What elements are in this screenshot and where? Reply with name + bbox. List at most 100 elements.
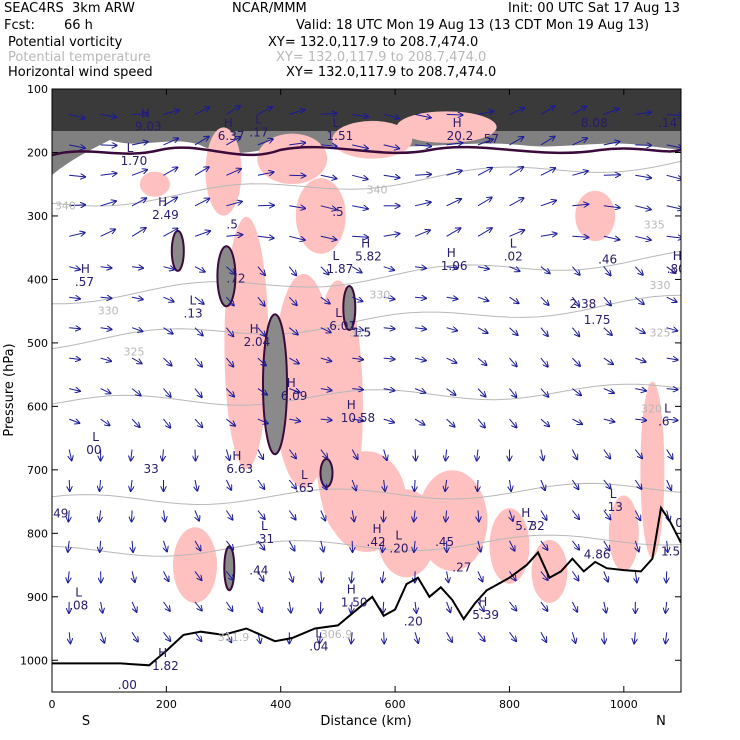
x-tick-label: 1000 (610, 698, 638, 711)
extremum-letter: H (478, 595, 487, 609)
wind-arrow (351, 449, 357, 460)
wind-arrow (289, 571, 293, 581)
wind-arrow (352, 114, 368, 116)
wind-arrow (603, 236, 620, 239)
wind-arrow (257, 236, 274, 238)
extremum-value: 10.58 (341, 411, 375, 425)
wind-arrow (415, 267, 426, 269)
wind-arrow (446, 328, 458, 331)
wind-arrow (163, 229, 178, 237)
wind-arrow (288, 266, 296, 276)
wind-arrow (634, 449, 642, 459)
wind-arrow (100, 388, 111, 394)
wind-arrow (163, 388, 171, 397)
wind-arrow (163, 327, 173, 334)
wind-arrow (226, 418, 235, 426)
theta-contour (52, 383, 681, 406)
wind-arrow (603, 540, 610, 551)
wind-arrow (509, 418, 517, 427)
wind-arrow (162, 449, 163, 461)
theta-label: 330 (369, 289, 390, 302)
extremum-letter: H (453, 116, 462, 130)
wind-arrow (194, 388, 202, 398)
wind-arrow (100, 358, 112, 361)
extremum-value: 1.82 (152, 659, 179, 673)
wind-arrow (666, 449, 673, 459)
wind-arrow (477, 228, 492, 237)
wind-arrow (226, 296, 233, 305)
wind-arrow (352, 236, 368, 237)
pv-fill-area (575, 190, 616, 242)
wind-arrow (509, 230, 525, 237)
wind-arrow (603, 479, 611, 489)
wind-arrow (571, 449, 577, 460)
wind-arrow (289, 235, 305, 240)
wind-arrow (100, 540, 101, 552)
extremum-value: 5.7 (515, 519, 534, 533)
wind-arrow (351, 632, 352, 643)
wind-arrow (163, 267, 175, 270)
wind-arrow (447, 571, 449, 582)
extremum-value: 0 (675, 516, 683, 530)
wind-arrow (572, 388, 581, 396)
wind-arrow (257, 449, 263, 460)
wind-arrow (194, 231, 210, 237)
wind-arrow (509, 167, 524, 176)
theta-label: 335 (644, 219, 665, 232)
wind-arrow (477, 198, 492, 207)
wind-arrow (414, 114, 431, 117)
x-tick-label: 600 (385, 698, 406, 711)
extremum-value: .72 (226, 272, 245, 286)
wind-arrow (572, 510, 579, 520)
wind-arrow (446, 171, 462, 176)
wind-arrow (415, 632, 418, 643)
wind-arrow (634, 266, 643, 275)
wind-arrow (478, 510, 479, 522)
wind-arrow (351, 571, 352, 582)
wind-arrow (163, 571, 169, 581)
wind-arrow (320, 327, 331, 333)
wind-arrow (509, 388, 517, 398)
wind-arrow (163, 601, 170, 611)
wind-arrow (164, 540, 168, 552)
wind-arrow (351, 266, 361, 273)
wind-arrow (351, 601, 352, 613)
extremum-letter: H (347, 582, 356, 596)
extremum-value: 57 (484, 132, 499, 146)
wind-arrow (289, 419, 300, 421)
wind-arrow (634, 632, 635, 643)
plot-frame (51, 88, 682, 693)
valid-time: Valid: 18 UTC Mon 19 Aug 13 (13 CDT Mon … (296, 18, 650, 33)
wind-arrow (603, 327, 612, 335)
wind-arrow (540, 632, 546, 642)
wind-arrow (414, 479, 415, 491)
wind-arrow (445, 479, 447, 491)
wind-arrow (477, 267, 489, 269)
wind-arrow (540, 137, 555, 146)
extremum-letter: H (250, 322, 259, 336)
extremum-value: .6 (658, 414, 669, 428)
wind-arrow (163, 357, 172, 366)
wind-arrow (319, 632, 320, 643)
wind-arrow (69, 297, 80, 299)
wind-arrow (289, 110, 304, 115)
wind-arrow (320, 113, 337, 114)
wind-arrow (540, 106, 555, 115)
wind-arrow (164, 510, 166, 522)
wind-arrow (352, 358, 363, 360)
wind-arrow (194, 601, 202, 611)
wind-arrow (226, 169, 241, 176)
wind-arrow (572, 138, 587, 146)
wind-arrow (131, 632, 138, 641)
extremum-value: .44 (249, 564, 268, 578)
wind-arrow (635, 145, 651, 146)
wind-arrow (131, 449, 132, 461)
wind-arrow (477, 297, 488, 301)
wind-arrow (100, 173, 117, 175)
wind-arrow (635, 389, 646, 391)
wind-arrow (478, 540, 481, 552)
wind-arrow (383, 144, 400, 149)
wind-arrow (100, 297, 112, 298)
wind-arrow (320, 145, 337, 146)
wind-arrow (414, 202, 431, 207)
